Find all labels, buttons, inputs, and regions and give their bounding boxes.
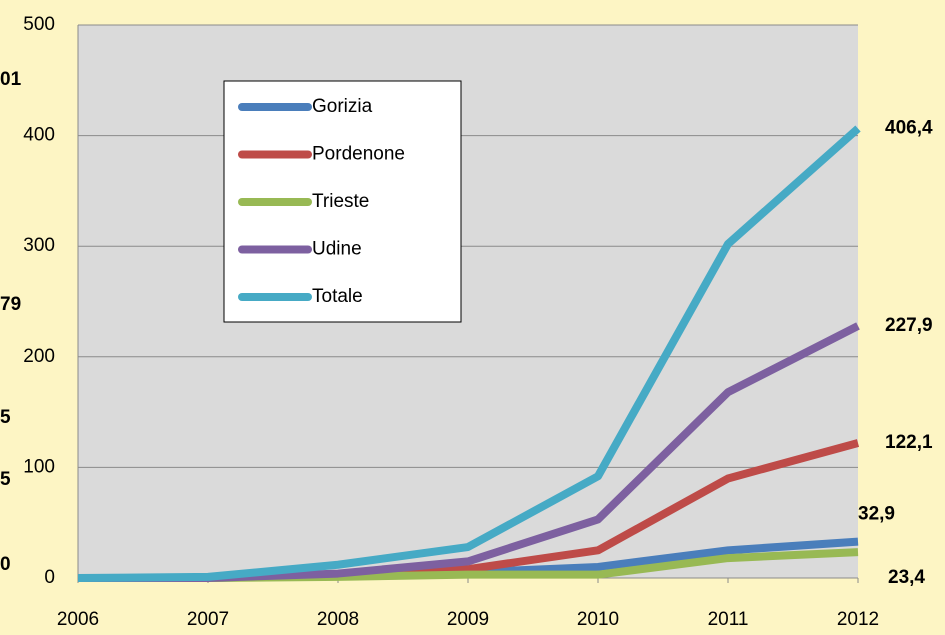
- x-tick-label: 2007: [187, 609, 229, 630]
- cropped-label: 01: [0, 69, 22, 90]
- data-label: 23,4: [888, 567, 925, 588]
- plot-area: [78, 25, 858, 578]
- cropped-label: 79: [0, 294, 21, 315]
- data-label: 32,9: [858, 504, 895, 525]
- x-tick-label: 2010: [577, 609, 619, 630]
- x-tick-label: 2011: [708, 609, 749, 630]
- y-tick-label: 400: [23, 125, 55, 146]
- y-tick-label: 100: [23, 456, 55, 477]
- legend-label: Udine: [312, 239, 362, 260]
- legend-label: Gorizia: [312, 96, 373, 117]
- y-tick-label: 500: [23, 14, 55, 35]
- x-tick-label: 2006: [57, 609, 99, 630]
- y-tick-label: 300: [23, 235, 55, 256]
- data-label: 227,9: [885, 315, 933, 336]
- cropped-label: 5: [0, 469, 11, 490]
- x-tick-label: 2009: [447, 609, 489, 630]
- x-tick-label: 2008: [317, 609, 359, 630]
- y-tick-label: 0: [44, 567, 55, 588]
- cropped-label: 0: [0, 554, 11, 575]
- data-label: 406,4: [885, 118, 933, 139]
- data-label: 122,1: [885, 432, 933, 453]
- legend-label: Totale: [312, 286, 363, 307]
- cropped-label: 5: [0, 407, 11, 428]
- legend-label: Pordenone: [312, 144, 405, 165]
- y-tick-label: 200: [23, 346, 55, 367]
- series-line: [77, 125, 861, 582]
- x-tick-label: 2012: [837, 609, 879, 630]
- legend-label: Trieste: [312, 191, 369, 212]
